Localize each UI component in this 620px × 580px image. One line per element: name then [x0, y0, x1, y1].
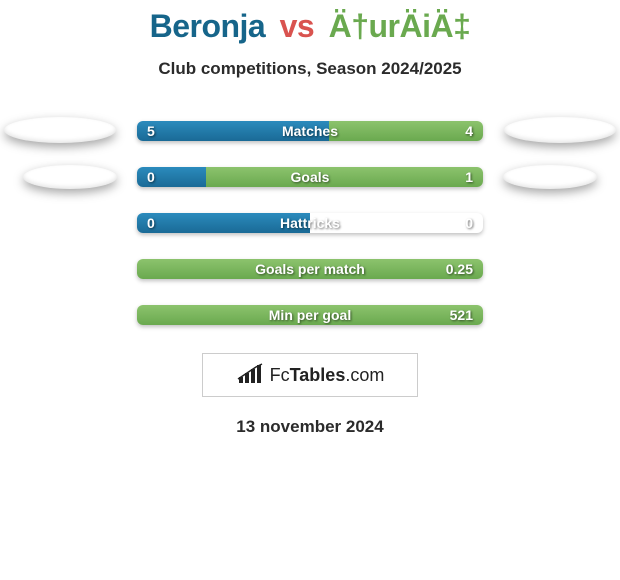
page-title: Beronja vs Ä†urÄiÄ‡ — [0, 0, 620, 45]
stat-row: 0Goals1 — [0, 167, 620, 187]
stat-row: 5Matches4 — [0, 121, 620, 141]
right-value: 4 — [465, 121, 473, 141]
right-ellipse — [503, 165, 597, 189]
player1-name: Beronja — [150, 8, 266, 44]
vs-label: vs — [280, 8, 315, 44]
stat-row: Min per goal521 — [0, 305, 620, 325]
stat-label: Matches — [137, 121, 483, 141]
stat-label: Hattricks — [137, 213, 483, 233]
stat-label: Goals — [137, 167, 483, 187]
stat-label: Min per goal — [137, 305, 483, 325]
right-value: 1 — [465, 167, 473, 187]
left-ellipse — [23, 165, 117, 189]
fctables-logo[interactable]: FcTables.com — [202, 353, 418, 397]
stat-row: 0Hattricks0 — [0, 213, 620, 233]
subtitle: Club competitions, Season 2024/2025 — [0, 59, 620, 79]
right-value: 0.25 — [446, 259, 473, 279]
right-ellipse — [504, 117, 616, 143]
stat-row: Goals per match0.25 — [0, 259, 620, 279]
stat-label: Goals per match — [137, 259, 483, 279]
stat-bar: Min per goal521 — [137, 305, 483, 325]
stat-bar: 0Goals1 — [137, 167, 483, 187]
date-label: 13 november 2024 — [0, 417, 620, 437]
left-ellipse — [4, 117, 116, 143]
right-value: 521 — [450, 305, 473, 325]
logo-text: FcTables.com — [270, 365, 385, 386]
stat-bar: 0Hattricks0 — [137, 213, 483, 233]
bar-chart-icon — [236, 363, 264, 387]
player2-name: Ä†urÄiÄ‡ — [329, 8, 471, 44]
comparison-card: Beronja vs Ä†urÄiÄ‡ Club competitions, S… — [0, 0, 620, 580]
stat-bar: Goals per match0.25 — [137, 259, 483, 279]
stats-container: 5Matches40Goals10Hattricks0Goals per mat… — [0, 121, 620, 325]
stat-bar: 5Matches4 — [137, 121, 483, 141]
right-value: 0 — [465, 213, 473, 233]
